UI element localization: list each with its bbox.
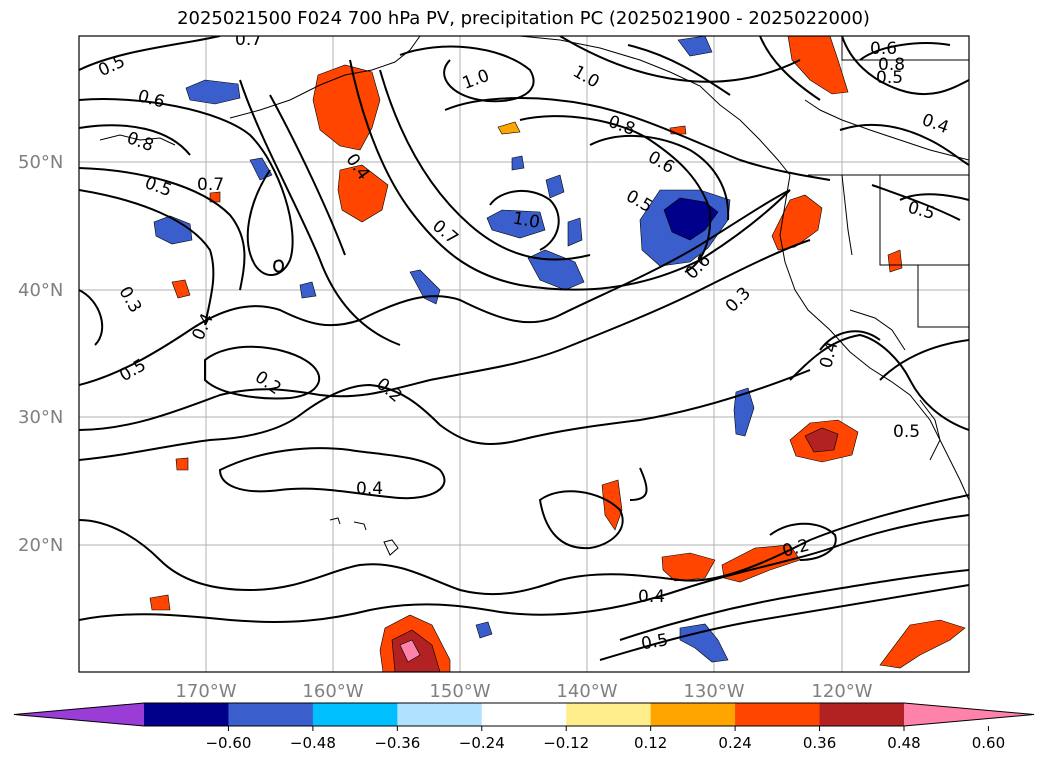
colorbar-segment: [144, 703, 229, 726]
precip-negative-area: [486, 209, 546, 239]
precip-negative-area: [663, 197, 719, 241]
pv-contours: [79, 36, 969, 661]
precip-positive-area: [601, 479, 623, 531]
colorbar-extend-low: [14, 703, 144, 726]
coastlines: [99, 36, 969, 556]
contour-label: 1.0: [511, 209, 541, 233]
colorbar-outline: [13, 702, 1035, 727]
longitude-labels: 170°W 160°W 150°W 140°W 130°W 120°W: [175, 681, 872, 702]
lon-label: 130°W: [683, 681, 744, 702]
precip-positive-area: [175, 457, 189, 471]
lat-label: 50°N: [18, 152, 63, 173]
contour-label: 0.7: [197, 175, 224, 195]
colorbar-segment: [566, 703, 652, 726]
colorbar-tick-label: 0.12: [634, 734, 667, 752]
lat-label: 30°N: [18, 407, 63, 428]
colorbar-tick-label: 0.60: [972, 734, 1005, 752]
lon-label: 120°W: [811, 681, 872, 702]
colorbar-tick-label: −0.24: [459, 734, 505, 752]
precip-negative-area: [475, 621, 493, 639]
contour-label: 0.6: [870, 39, 897, 59]
precip-negative-area: [299, 281, 317, 299]
precip-positive-area: [337, 164, 389, 223]
map-title: 2025021500 F024 700 hPa PV, precipitatio…: [177, 8, 870, 29]
precip-negative-area: [527, 249, 585, 291]
precip-negative-area: [567, 217, 583, 247]
colorbar: −0.60 −0.48 −0.36 −0.24 −0.12 0.12 0.24 0.36 0.4…: [13, 702, 1035, 752]
precip-negative-area: [185, 79, 241, 105]
precip-positive-area: [171, 279, 191, 299]
precip-negative-area: [677, 36, 713, 57]
colorbar-tick-label: −0.12: [543, 734, 589, 752]
latitude-labels: 50°N 40°N 30°N 20°N: [18, 152, 63, 556]
precip-positive-area: [661, 552, 716, 582]
precipitation-shading: [149, 36, 966, 672]
colorbar-tick-label: 0.36: [803, 734, 836, 752]
gridlines: [79, 36, 969, 672]
contour-label: 0.4: [638, 587, 665, 607]
map-area: [79, 36, 969, 672]
colorbar-tick-label: −0.60: [205, 734, 251, 752]
precip-positive-area: [771, 194, 823, 251]
precip-positive-area: [804, 427, 839, 453]
colorbar-segment: [228, 703, 314, 726]
contour-label: 0.5: [876, 68, 903, 88]
colorbar-segment: [481, 703, 567, 726]
precip-positive-area: [399, 639, 421, 663]
lon-label: 170°W: [175, 681, 236, 702]
lon-label: 140°W: [556, 681, 617, 702]
colorbar-tick-label: −0.48: [290, 734, 336, 752]
precip-positive-area: [887, 249, 903, 273]
precip-negative-area: [511, 155, 525, 171]
colorbar-tick-label: 0.24: [718, 734, 751, 752]
colorbar-segment: [397, 703, 483, 726]
contour-label: 0.5: [640, 630, 670, 654]
precip-positive-area: [879, 619, 966, 669]
colorbar-segment: [735, 703, 821, 726]
colorbar-extend-high: [904, 703, 1034, 726]
colorbar-segment: [819, 703, 905, 726]
precip-negative-area: [153, 215, 193, 245]
precip-negative-area: [545, 174, 565, 199]
colorbar-segment: [650, 703, 736, 726]
lon-label: 150°W: [429, 681, 490, 702]
contour-label: 0.8: [878, 55, 905, 75]
colorbar-tick-label: 0.48: [887, 734, 920, 752]
colorbar-tick-label: −0.36: [374, 734, 420, 752]
precip-positive-area: [149, 594, 171, 611]
precip-positive-area: [312, 64, 381, 151]
contour-label: 0.7: [235, 30, 262, 50]
contour-label: 0.5: [893, 422, 920, 442]
colorbar-segment: [312, 703, 398, 726]
precip-negative-area: [733, 387, 755, 437]
lon-label: 160°W: [302, 681, 363, 702]
lat-label: 20°N: [18, 535, 63, 556]
contour-label: 0.4: [356, 479, 383, 499]
precip-positive-area: [497, 121, 521, 135]
map-border: [78, 35, 970, 673]
lat-label: 40°N: [18, 280, 63, 301]
